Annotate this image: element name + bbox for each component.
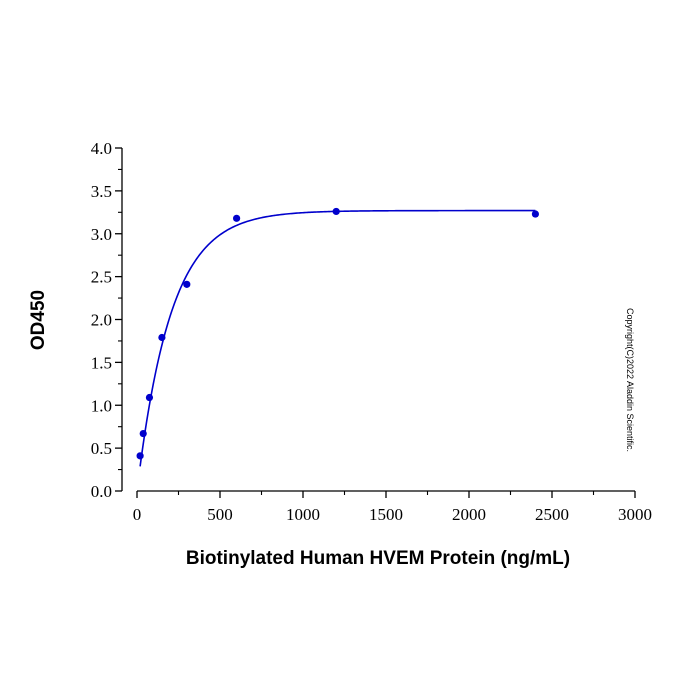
y-tick-label: 2.0 (91, 311, 112, 330)
x-tick-label: 0 (133, 505, 142, 524)
x-tick-label: 1500 (369, 505, 403, 524)
x-tick-label: 2000 (452, 505, 486, 524)
copyright-annotation: Copyright(C)2022 Aladdin Scientific. (625, 308, 635, 452)
data-point (145, 393, 154, 402)
data-point (531, 210, 540, 218)
data-point (233, 214, 241, 222)
y-tick-label: 3.0 (91, 225, 112, 244)
fit-curve (139, 209, 536, 467)
data-point (139, 429, 147, 438)
y-tick-label: 2.5 (91, 268, 112, 287)
x-axis-title: Biotinylated Human HVEM Protein (ng/mL) (186, 548, 570, 569)
y-tick-label: 4.0 (91, 139, 112, 158)
y-tick-label: 1.0 (91, 396, 112, 415)
y-axis-title: OD450 (28, 290, 49, 350)
y-tick-label: 0.5 (91, 439, 112, 458)
data-point (136, 452, 144, 460)
axes: 0.0 0.5 1.0 1.5 2.0 2.5 3.0 3.5 4.0 0 500 1000 1500 2… (91, 139, 652, 524)
x-tick-label: 2500 (535, 505, 569, 524)
y-tick-label: 3.5 (91, 182, 112, 201)
data-point (183, 280, 191, 288)
data-point (332, 207, 340, 216)
x-tick-label: 500 (207, 505, 233, 524)
y-tick-label: 0.0 (91, 482, 112, 501)
x-tick-label: 1000 (286, 505, 320, 524)
data-points (136, 207, 540, 460)
x-tick-label: 3000 (618, 505, 652, 524)
y-tick-label: 1.5 (91, 353, 112, 372)
fit-curve-group (139, 209, 536, 467)
data-point (158, 333, 166, 342)
